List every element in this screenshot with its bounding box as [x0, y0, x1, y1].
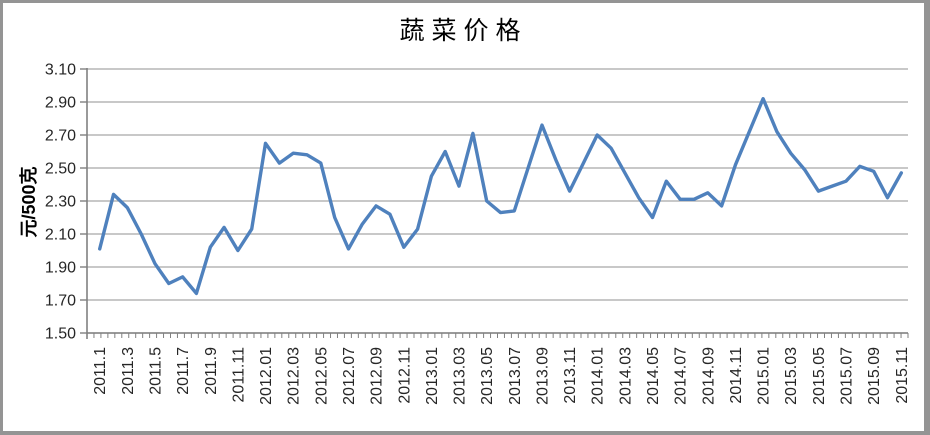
y-tick-label: 2.50	[45, 161, 76, 178]
x-tick-label: 2011.11	[230, 347, 247, 403]
x-tick-label: 2013.11	[562, 347, 579, 404]
x-tick-label: 2011.3	[120, 347, 137, 395]
x-tick-label: 2011.9	[203, 347, 220, 395]
y-tick-label: 1.90	[45, 260, 76, 277]
x-tick-label: 2015.01	[756, 347, 773, 405]
x-tick-label: 2012.09	[369, 347, 386, 405]
x-tick-label: 2011.1	[92, 347, 109, 395]
series-line	[97, 96, 903, 296]
x-tick-label: 2012.01	[258, 347, 275, 405]
x-tick-label: 2011.5	[147, 347, 164, 395]
y-tick-label: 1.70	[45, 293, 76, 310]
y-tick-label: 2.10	[45, 227, 76, 244]
x-tick-label: 2015.05	[811, 347, 828, 405]
y-tick-label: 2.70	[45, 128, 76, 145]
x-tick-label: 2013.03	[452, 347, 469, 405]
x-tick-label: 2012.05	[313, 347, 330, 405]
x-tick-label: 2015.11	[894, 347, 911, 404]
x-tick-label: 2015.07	[839, 347, 856, 405]
x-tick-label: 2014.01	[590, 347, 607, 405]
x-tick-label: 2014.09	[700, 347, 717, 405]
chart-title: 蔬菜价格	[399, 18, 528, 45]
x-tick-label: 2015.03	[783, 347, 800, 405]
y-tick-label: 2.90	[45, 95, 76, 112]
y-tick-label: 3.10	[45, 62, 76, 79]
x-tick-label: 2012.03	[286, 347, 303, 405]
x-tick-label: 2014.07	[673, 347, 690, 405]
y-tick-label: 1.50	[45, 326, 76, 343]
x-tick-label: 2014.05	[645, 347, 662, 405]
y-tick-label: 2.30	[45, 194, 76, 211]
x-tick-label: 2013.01	[424, 347, 441, 405]
x-tick-label: 2015.09	[866, 347, 883, 405]
x-tick-label: 2012.11	[396, 347, 413, 404]
x-tick-label: 2012.07	[341, 347, 358, 405]
x-tick-label: 2014.11	[728, 347, 745, 404]
x-tick-label: 2013.05	[479, 347, 496, 405]
price-line-chart: 3.10 2.90 2.70 2.50 2.30 2.10 1.90 1.70 1.50 2011…	[45, 62, 911, 405]
x-tick-label: 2011.7	[175, 347, 192, 395]
x-tick-label: 2014.03	[617, 347, 634, 405]
x-tick-label: 2013.09	[534, 347, 551, 405]
x-tick-label: 2013.07	[507, 347, 524, 405]
